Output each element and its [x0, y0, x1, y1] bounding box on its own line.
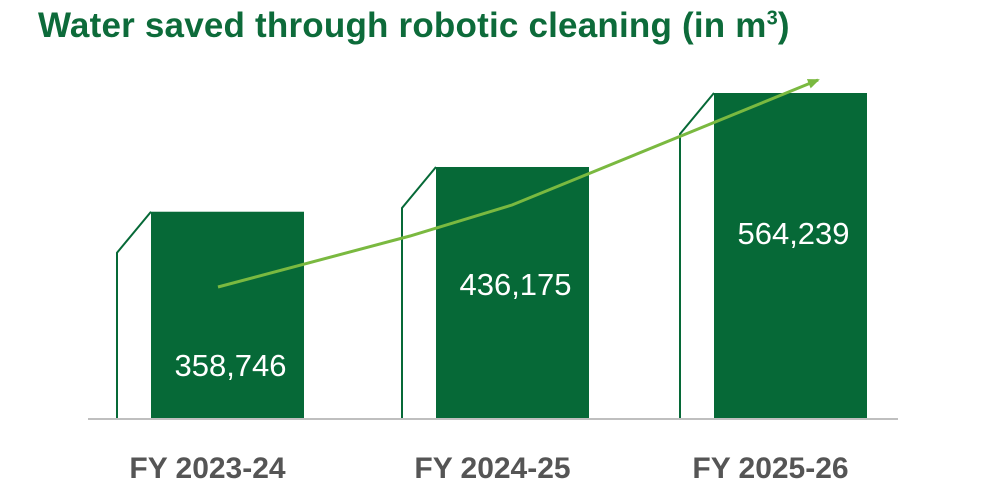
category-label: FY 2023-24 — [129, 452, 286, 485]
bar-side-outline — [679, 92, 715, 419]
chart-title-suffix: ) — [777, 6, 790, 45]
bar — [436, 166, 589, 419]
labels-layer: 358,746 FY 2023-24 436,175 FY 2024-25 564,23… — [129, 216, 849, 485]
category-label: FY 2024-25 — [414, 452, 570, 485]
bars-layer — [116, 92, 867, 419]
chart-title: Water saved through robotic cleaning (in… — [38, 6, 790, 46]
bar — [151, 211, 304, 419]
chart-title-superscript: 3 — [766, 7, 778, 30]
bar-side-outline — [116, 211, 152, 419]
trend-arrow — [217, 78, 820, 289]
bar — [714, 93, 867, 419]
category-label: FY 2025-26 — [692, 452, 848, 485]
chart-title-text: Water saved through robotic cleaning (in… — [38, 6, 767, 45]
bar-value-label: 564,239 — [737, 216, 849, 251]
bar-value-label: 436,175 — [459, 267, 571, 302]
bar-side-outline — [401, 166, 437, 419]
bar-value-label: 358,746 — [174, 348, 286, 383]
